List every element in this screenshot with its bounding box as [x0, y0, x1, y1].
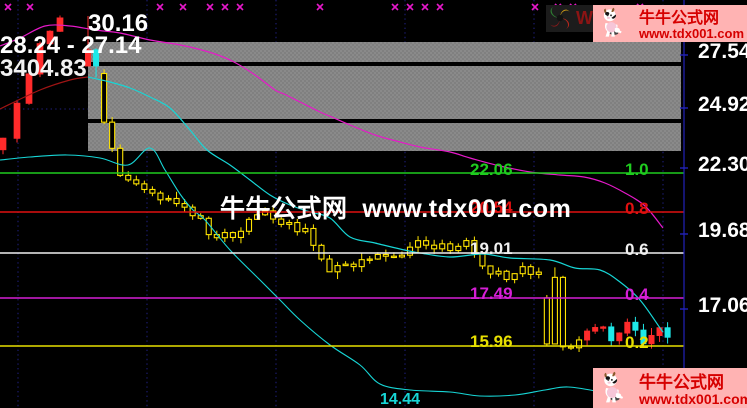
svg-text:www.tdx001.com: www.tdx001.com [638, 26, 744, 41]
svg-text:牛牛公式网: 牛牛公式网 [639, 8, 719, 27]
svg-text:www.tdx001.com: www.tdx001.com [638, 391, 747, 407]
svg-text:牛牛公式网: 牛牛公式网 [639, 372, 724, 392]
